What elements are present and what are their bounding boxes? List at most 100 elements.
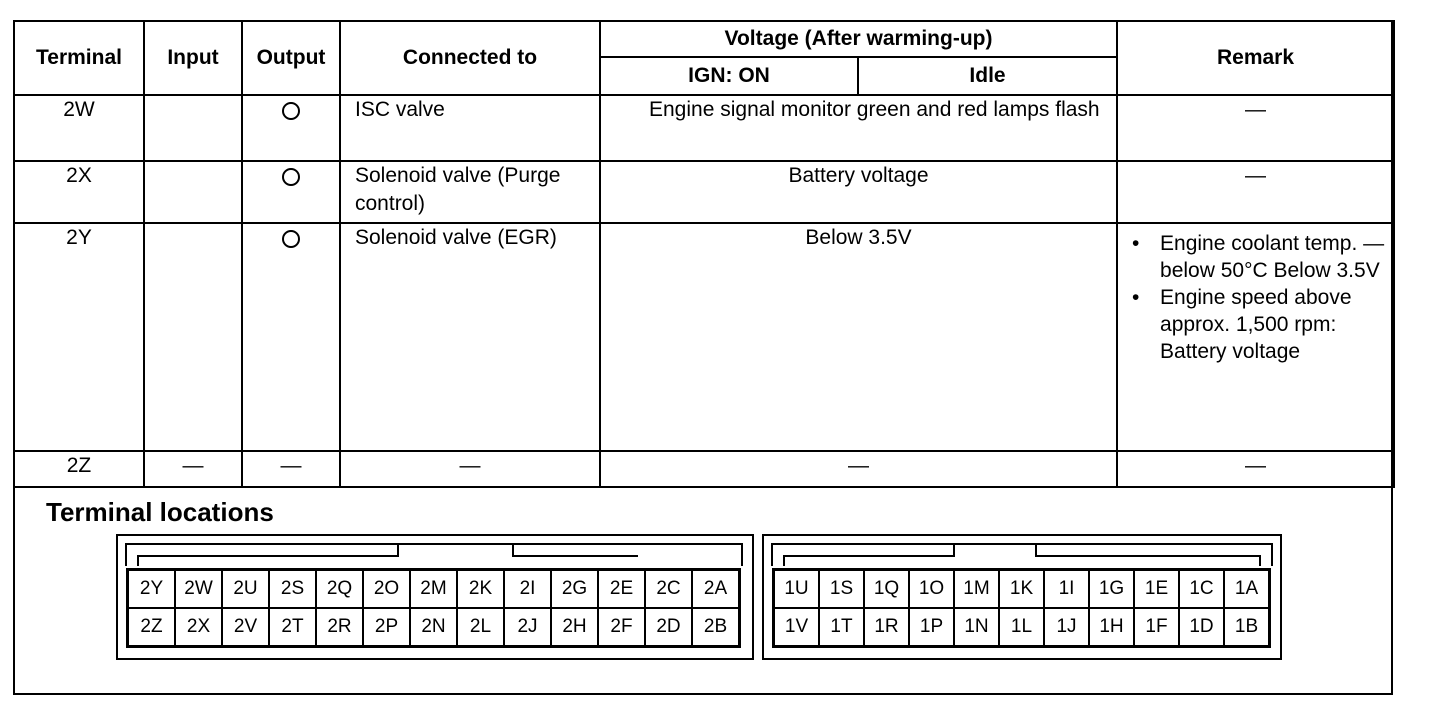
header-idle: Idle — [856, 56, 1119, 96]
terminal-pin: 1F — [1134, 608, 1179, 646]
voltage-cell: Below 3.5V — [598, 222, 1119, 452]
terminal-locations-title: Terminal locations — [46, 497, 274, 527]
terminal-pin: 1G — [1089, 570, 1134, 608]
terminal-pin: 1L — [999, 608, 1044, 646]
terminal-cell: 2Z — [13, 450, 145, 488]
terminal-pin: 1M — [954, 570, 999, 608]
remark-list: Engine coolant temp. —below 50°C Below 3… — [1118, 230, 1393, 365]
connected-cell: Solenoid valve (EGR) — [339, 222, 601, 452]
terminal-pin: 2K — [457, 570, 504, 608]
voltage-cell: Battery voltage — [598, 160, 1119, 224]
output-cell — [241, 222, 341, 452]
terminal-pin: 2L — [457, 608, 504, 646]
output-circle-icon — [282, 230, 300, 248]
terminal-spec-table: Terminal Input Output Connected to Volta… — [13, 20, 1396, 488]
remark-item: Engine speed above approx. 1,500 rpm: Ba… — [1132, 284, 1393, 365]
terminal-pin: 1H — [1089, 608, 1134, 646]
terminal-pin: 1P — [909, 608, 954, 646]
connector-left: 2Y 2W 2U 2S 2Q 2O 2M 2K 2I 2G 2E 2C 2A 2Z 2X 2V 2T 2R 2P 2N… — [116, 534, 754, 660]
header-voltage: Voltage (After warming-up) — [598, 20, 1119, 58]
terminal-pin: 2X — [175, 608, 222, 646]
terminal-pin: 2S — [269, 570, 316, 608]
terminal-pin: 1U — [774, 570, 819, 608]
terminal-pin: 1Q — [864, 570, 909, 608]
terminal-pin: 2T — [269, 608, 316, 646]
output-circle-icon — [282, 102, 300, 120]
connector-right-outline — [771, 543, 1273, 566]
terminal-pin: 2N — [410, 608, 457, 646]
header-remark: Remark — [1116, 20, 1396, 96]
header-output: Output — [241, 20, 341, 96]
terminal-pin: 1R — [864, 608, 909, 646]
connector-right: 1U 1S 1Q 1O 1M 1K 1I 1G 1E 1C 1A 1V 1T 1R 1P 1N 1L 1J 1H 1F… — [762, 534, 1282, 660]
terminal-pin: 1C — [1179, 570, 1224, 608]
terminal-pin: 2W — [175, 570, 222, 608]
terminal-pin: 1D — [1179, 608, 1224, 646]
terminal-pin: 2M — [410, 570, 457, 608]
terminal-pin: 2Y — [128, 570, 175, 608]
terminal-pin: 2R — [316, 608, 363, 646]
terminal-cell: 2Y — [13, 222, 145, 452]
terminal-pin: 2B — [692, 608, 739, 646]
connected-cell: — — [339, 450, 601, 488]
terminal-pin: 2H — [551, 608, 598, 646]
terminal-pin: 2F — [598, 608, 645, 646]
output-cell — [241, 94, 341, 162]
terminal-pin: 2G — [551, 570, 598, 608]
connector-right-grid: 1U 1S 1Q 1O 1M 1K 1I 1G 1E 1C 1A 1V 1T 1R 1P 1N 1L 1J 1H 1F… — [772, 568, 1271, 648]
terminal-pin: 2O — [363, 570, 410, 608]
terminal-pin: 1E — [1134, 570, 1179, 608]
terminal-pin: 2J — [504, 608, 551, 646]
remark-cell: — — [1116, 94, 1396, 162]
header-ign-on: IGN: ON — [599, 56, 859, 96]
terminal-pin: 2D — [645, 608, 692, 646]
output-circle-icon — [282, 168, 300, 186]
terminal-pin: 1V — [774, 608, 819, 646]
remark-item: Engine coolant temp. —below 50°C Below 3… — [1132, 230, 1393, 284]
remark-cell: Engine coolant temp. —below 50°C Below 3… — [1116, 222, 1396, 452]
connector-left-grid: 2Y 2W 2U 2S 2Q 2O 2M 2K 2I 2G 2E 2C 2A 2Z 2X 2V 2T 2R 2P 2N… — [126, 568, 741, 648]
header-terminal: Terminal — [13, 20, 145, 96]
input-cell: — — [143, 450, 243, 488]
terminal-pin: 1O — [909, 570, 954, 608]
subheader-row: IGN: ON Idle — [14, 56, 1394, 96]
voltage-cell: — — [598, 450, 1119, 488]
terminal-pin: 1A — [1224, 570, 1269, 608]
input-cell — [143, 160, 243, 224]
output-cell: — — [241, 450, 341, 488]
table-row: 2Y Solenoid valve (EGR) Below 3.5V Engin… — [13, 222, 1396, 452]
terminal-pin: 1K — [999, 570, 1044, 608]
terminal-pin: 2Z — [128, 608, 175, 646]
terminal-pin: 2E — [598, 570, 645, 608]
terminal-pin: 1S — [819, 570, 864, 608]
table-row: 2W ISC valve Engine signal monitor green… — [13, 94, 1396, 162]
terminal-pin: 2C — [645, 570, 692, 608]
remark-cell: — — [1116, 450, 1396, 488]
terminal-pin: 1T — [819, 608, 864, 646]
connected-cell: ISC valve — [339, 94, 601, 162]
terminal-pin: 2Q — [316, 570, 363, 608]
terminal-pin: 2I — [504, 570, 551, 608]
terminal-cell: 2W — [13, 94, 145, 162]
terminal-pin: 1B — [1224, 608, 1269, 646]
terminal-pin: 1I — [1044, 570, 1089, 608]
output-cell — [241, 160, 341, 224]
remark-cell: — — [1116, 160, 1396, 224]
terminal-cell: 2X — [13, 160, 145, 224]
header-input: Input — [143, 20, 243, 96]
input-cell — [143, 222, 243, 452]
connector-left-outline — [125, 543, 743, 566]
input-cell — [143, 94, 243, 162]
table-row: 2X Solenoid valve (Purge control) Batter… — [13, 160, 1396, 224]
header-row: Terminal Input Output Connected to Volta… — [13, 20, 1396, 96]
voltage-cell: Engine signal monitor green and red lamp… — [598, 94, 1119, 162]
connected-cell: Solenoid valve (Purge control) — [339, 160, 601, 224]
terminal-pin: 2P — [363, 608, 410, 646]
terminal-pin: 2V — [222, 608, 269, 646]
terminal-pin: 2A — [692, 570, 739, 608]
terminal-pin: 1J — [1044, 608, 1089, 646]
table-row: 2Z — — — — — — [13, 450, 1396, 488]
terminal-pin: 1N — [954, 608, 999, 646]
terminal-pin: 2U — [222, 570, 269, 608]
header-connected-to: Connected to — [339, 20, 601, 96]
